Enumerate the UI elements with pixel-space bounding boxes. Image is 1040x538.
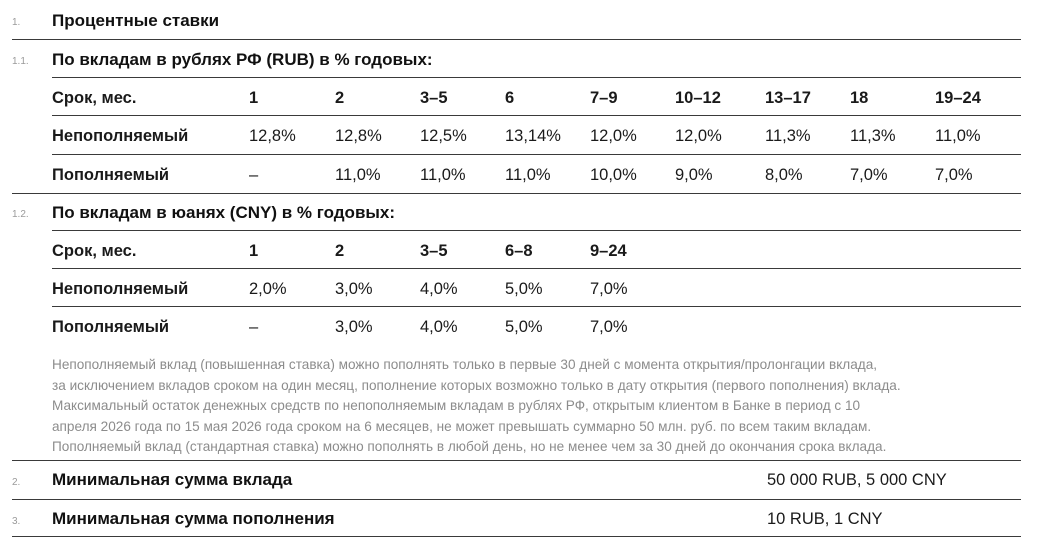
row-label: Непополняемый [52, 280, 189, 298]
row-label: Непополняемый [52, 127, 189, 145]
rate-cell: 12,0% [590, 127, 637, 145]
rate-cell: 3,0% [335, 280, 373, 298]
rate-cell: 8,0% [765, 166, 803, 184]
rate-cell: 7,0% [850, 166, 888, 184]
rate-cell: 11,3% [765, 127, 811, 145]
divider [52, 268, 1021, 269]
divider [12, 536, 1021, 537]
rate-cell: 4,0% [420, 318, 458, 336]
rate-cell: 3,0% [335, 318, 373, 336]
rub-row-refillable: Пополняемый – 11,0% 11,0% 11,0% 10,0% 9,… [0, 156, 1040, 194]
term-cell: 9–24 [590, 242, 627, 260]
note-line: Непополняемый вклад (повышенная ставка) … [52, 357, 878, 372]
rate-cell: – [249, 318, 259, 336]
rate-cell: 7,0% [935, 166, 973, 184]
divider [12, 460, 1021, 461]
term-cell: 1 [249, 242, 259, 260]
section-title-min-topup: Минимальная сумма пополнения [52, 509, 335, 528]
rate-cell: 12,8% [335, 127, 382, 145]
rate-cell: 10,0% [590, 166, 637, 184]
rate-cell: 13,14% [505, 127, 561, 145]
term-cell: 1 [249, 89, 259, 107]
row-label: Пополняемый [52, 318, 170, 336]
terms-note: Непополняемый вклад (повышенная ставка) … [52, 355, 982, 458]
term-header: Срок, мес. [52, 242, 137, 260]
rate-cell: 12,0% [675, 127, 722, 145]
term-cell: 7–9 [590, 89, 618, 107]
term-cell: 6–8 [505, 242, 533, 260]
section-number: 1.2. [12, 209, 29, 220]
rate-cell: 12,5% [420, 127, 467, 145]
term-header: Срок, мес. [52, 89, 137, 107]
section-title-rates: Процентные ставки [52, 11, 220, 30]
divider [12, 193, 1021, 194]
rub-table-header: Срок, мес. 1 2 3–5 6 7–9 10–12 13–17 18 … [0, 79, 1040, 117]
rate-cell: 9,0% [675, 166, 713, 184]
cny-row-nonrefillable: Непополняемый 2,0% 3,0% 4,0% 5,0% 7,0% [0, 270, 1040, 308]
divider [12, 39, 1021, 40]
term-cell: 2 [335, 89, 345, 107]
min-topup-value: 10 RUB, 1 CNY [767, 510, 883, 528]
row-label: Пополняемый [52, 166, 170, 184]
term-cell: 18 [850, 89, 869, 107]
term-cell: 19–24 [935, 89, 981, 107]
rate-cell: 11,0% [335, 166, 381, 184]
rate-cell: 11,0% [505, 166, 551, 184]
divider [52, 115, 1021, 116]
term-cell: 3–5 [420, 242, 448, 260]
section-number: 2. [12, 477, 21, 488]
term-cell: 3–5 [420, 89, 448, 107]
min-deposit-value: 50 000 RUB, 5 000 CNY [767, 471, 947, 489]
divider [52, 154, 1021, 155]
note-line: за исключением вкладов сроком на один ме… [52, 377, 901, 393]
rate-cell: 7,0% [590, 280, 628, 298]
term-cell: 13–17 [765, 89, 811, 107]
note-line: Максимальный остаток денежных средств по… [52, 398, 861, 413]
section-title-rub: По вкладам в рублях РФ (RUB) в % годовых… [52, 50, 433, 69]
term-cell: 6 [505, 89, 515, 107]
section-number: 1.1. [12, 56, 29, 67]
divider [52, 77, 1021, 78]
term-cell: 2 [335, 242, 345, 260]
cny-table-header: Срок, мес. 1 2 3–5 6–8 9–24 [0, 232, 1040, 270]
section-title-min-deposit: Минимальная сумма вклада [52, 470, 293, 489]
divider [12, 499, 1021, 500]
rate-cell: 5,0% [505, 318, 543, 336]
rate-cell: 7,0% [590, 318, 628, 336]
note-line: апреля 2026 года по 15 мая 2026 года сро… [52, 418, 872, 434]
rate-cell: 5,0% [505, 280, 543, 298]
rate-cell: – [249, 166, 259, 184]
note-line: Пополняемый вклад (стандартная ставка) м… [52, 439, 887, 454]
rate-cell: 12,8% [249, 127, 296, 145]
section-number: 3. [12, 516, 21, 527]
term-cell: 10–12 [675, 89, 721, 107]
rate-cell: 4,0% [420, 280, 458, 298]
rub-row-nonrefillable: Непополняемый 12,8% 12,8% 12,5% 13,14% 1… [0, 117, 1040, 155]
rate-cell: 11,0% [420, 166, 466, 184]
rate-cell: 2,0% [249, 280, 287, 298]
divider [52, 306, 1021, 307]
section-title-cny: По вкладам в юанях (CNY) в % годовых: [52, 203, 396, 222]
rate-cell: 11,3% [850, 127, 896, 145]
rate-cell: 11,0% [935, 127, 981, 145]
cny-row-refillable: Пополняемый – 3,0% 4,0% 5,0% 7,0% [0, 308, 1040, 346]
section-number: 1. [12, 17, 21, 28]
divider [52, 230, 1021, 231]
